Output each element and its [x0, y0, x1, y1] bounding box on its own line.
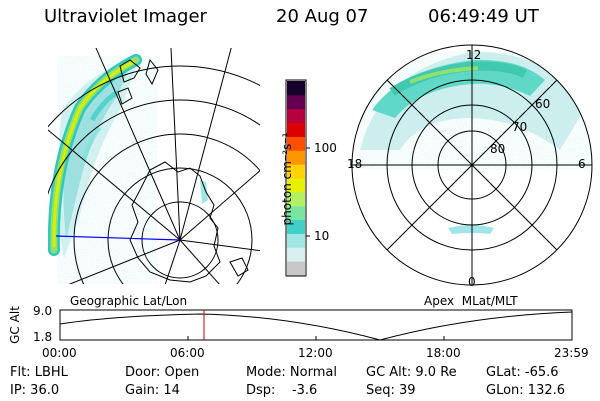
date-label: 20 Aug 07 — [276, 6, 369, 27]
apex-map-label: Apex MLat/MLT — [424, 294, 518, 308]
geographic-map-label: Geographic Lat/Lon — [70, 294, 188, 308]
colorbar-swatch — [287, 108, 305, 124]
status-door: Door: Open — [125, 365, 200, 380]
mlt-label-18: 18 — [347, 157, 363, 171]
colorbar-tick-10: 10 — [314, 229, 330, 243]
colorbar-swatch — [287, 233, 305, 248]
colorbar-swatch — [287, 219, 305, 234]
apex-aurora — [360, 51, 590, 234]
status-dsp: Dsp: -3.6 — [246, 383, 318, 398]
colorbar-swatch — [287, 94, 305, 110]
geo-aurora — [48, 54, 208, 258]
status-filter: Flt: LBHL — [10, 365, 68, 380]
app-title: Ultraviolet Imager — [44, 6, 207, 27]
status-gc-alt: GC Alt: 9.0 Re — [366, 365, 457, 380]
time-tick-0600: 06:00 — [170, 346, 205, 360]
colorbar-swatch — [287, 150, 305, 165]
altitude-ytick-top: 9.0 — [33, 304, 53, 318]
altitude-ylabel: GC Alt — [8, 306, 22, 344]
status-glon: GLon: 132.6 — [486, 383, 566, 398]
mlat-label-70: 70 — [512, 120, 528, 134]
altitude-plot — [59, 309, 573, 341]
time-tick-1800: 18:00 — [426, 346, 461, 360]
colorbar — [285, 79, 310, 277]
colorbar-swatch — [287, 178, 305, 193]
colorbar-swatch — [287, 261, 305, 276]
time-tick-0000: 00:00 — [42, 346, 77, 360]
time-tick-2359: 23:59 — [554, 346, 589, 360]
status-row-1: Flt: LBHL Door: Open Mode: Normal GC Alt… — [0, 365, 600, 383]
apex-map — [351, 44, 593, 286]
altitude-curve — [59, 311, 573, 341]
colorbar-tick-100: 100 — [314, 141, 337, 155]
colorbar-swatch — [287, 247, 305, 262]
geographic-map — [48, 48, 260, 284]
time-tick-1200: 12:00 — [298, 346, 333, 360]
status-gain: Gain: 14 — [125, 383, 180, 398]
time-label: 06:49:49 UT — [428, 6, 539, 27]
status-mode: Mode: Normal — [246, 365, 337, 380]
mlt-label-12: 12 — [466, 48, 482, 62]
colorbar-swatch — [287, 205, 305, 221]
colorbar-swatch — [287, 191, 305, 207]
orbit-track-line — [55, 235, 181, 241]
status-seq: Seq: 39 — [366, 383, 416, 398]
colorbar-swatch — [287, 81, 305, 96]
colorbar-swatch — [287, 164, 305, 179]
mlt-label-6: 6 — [578, 157, 586, 171]
status-ip: IP: 36.0 — [10, 383, 60, 398]
colorbar-swatch — [287, 136, 305, 151]
altitude-ytick-bottom: 1.8 — [33, 330, 53, 344]
mlat-label-80: 80 — [490, 142, 506, 156]
status-glat: GLat: -65.6 — [486, 365, 559, 380]
status-row-2: IP: 36.0 Gain: 14 Dsp: -3.6 Seq: 39 GLon… — [0, 383, 600, 401]
colorbar-unit-label: photon cm⁻²s⁻¹ — [280, 132, 294, 226]
mlat-label-60: 60 — [535, 97, 551, 111]
colorbar-swatch — [287, 122, 305, 137]
mlt-label-0: 0 — [468, 275, 476, 289]
